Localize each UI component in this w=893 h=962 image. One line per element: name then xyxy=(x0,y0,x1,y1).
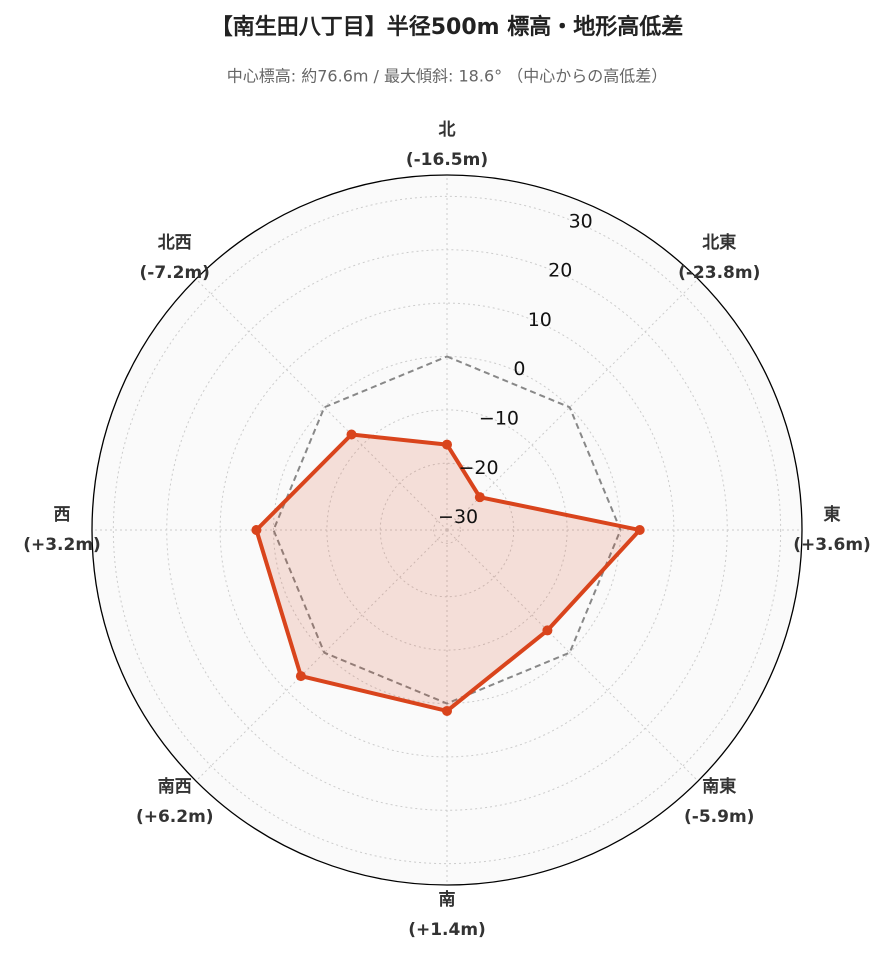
value-label: (+3.6m) xyxy=(793,535,871,555)
data-point xyxy=(474,492,485,503)
grid-spoke xyxy=(446,278,699,531)
category-label: 南 xyxy=(439,889,456,910)
data-point xyxy=(295,671,306,682)
data-point xyxy=(542,625,553,636)
value-label: (+3.2m) xyxy=(23,535,101,555)
value-label: (+6.2m) xyxy=(136,807,214,827)
category-label: 西 xyxy=(54,505,71,525)
data-point xyxy=(442,439,452,450)
data-point xyxy=(251,525,262,535)
chart-title: 【南生田八丁目】半径500m 標高・地形高低差 xyxy=(211,14,684,40)
category-label: 南西 xyxy=(158,776,192,797)
category-label: 北西 xyxy=(158,233,192,253)
plot-border xyxy=(91,174,803,886)
grid-spoke xyxy=(446,529,699,782)
grid-circle xyxy=(112,195,782,865)
value-label: (-16.5m) xyxy=(406,150,488,170)
value-label: (-23.8m) xyxy=(678,263,760,283)
data-point xyxy=(442,705,452,716)
data-point xyxy=(346,429,357,440)
category-label: 南東 xyxy=(702,776,736,797)
r-tick-label: 30 xyxy=(569,210,593,232)
r-tick-label: −20 xyxy=(458,457,498,479)
category-label: 北東 xyxy=(702,232,736,253)
reference-line xyxy=(272,355,622,705)
value-label: (-5.9m) xyxy=(684,807,754,827)
category-label: 東 xyxy=(824,504,841,525)
r-tick-label: −10 xyxy=(479,408,519,430)
chart-subtitle: 中心標高: 約76.6m / 最大傾斜: 18.6° （中心からの高低差） xyxy=(227,67,667,86)
r-tick-label: 0 xyxy=(513,358,525,380)
value-label: (+1.4m) xyxy=(408,920,486,940)
grid-spoke xyxy=(195,278,448,531)
category-label: 北 xyxy=(439,120,456,140)
grid-spoke xyxy=(195,529,448,782)
data-point xyxy=(634,525,645,535)
r-tick-label: 20 xyxy=(548,260,572,282)
value-label: (-7.2m) xyxy=(140,263,210,283)
grid-circle xyxy=(433,516,461,544)
r-tick-label: 10 xyxy=(528,309,552,331)
r-tick-label: −30 xyxy=(438,506,478,528)
